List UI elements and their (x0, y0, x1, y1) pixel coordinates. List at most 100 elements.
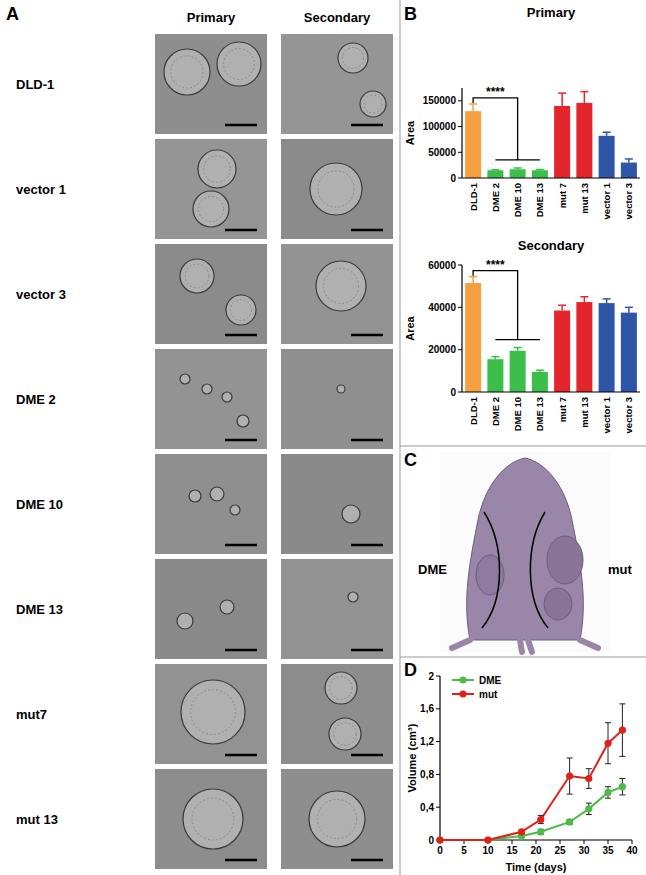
x-axis (462, 177, 640, 178)
tick-label: 2 (428, 671, 434, 682)
error-cap (603, 131, 611, 133)
micrograph-bg (155, 349, 267, 449)
tick-label: 10 (482, 845, 494, 856)
tick (608, 840, 609, 844)
category-label: mut 7 (557, 183, 568, 208)
spheroid-texture (324, 269, 359, 304)
error-stem (561, 305, 563, 310)
error-cap (625, 307, 633, 309)
error-bar (625, 307, 633, 312)
bar (487, 359, 503, 392)
marker (436, 836, 443, 843)
x-axis (462, 391, 640, 392)
error-bar (605, 787, 611, 798)
row-label: mut 13 (16, 812, 58, 827)
scale-bar (351, 649, 383, 652)
spheroid-texture (192, 798, 234, 840)
spheroid (342, 505, 360, 523)
panel-label: A (6, 4, 19, 24)
tick (584, 840, 585, 844)
row-label: DME 13 (16, 602, 63, 617)
row-label: mut7 (16, 707, 47, 722)
error-cap (538, 823, 544, 824)
scale-bar (225, 544, 257, 547)
micrograph-bg (281, 349, 393, 449)
error-bar (603, 132, 611, 136)
mouse-legs (452, 640, 598, 652)
micrograph (281, 139, 393, 239)
chart-title: Primary (527, 5, 576, 20)
bracket-line (473, 98, 518, 160)
axis-label: Area (404, 315, 416, 340)
legend-marker (459, 676, 466, 683)
error-cap (538, 815, 544, 816)
significance-bracket (473, 98, 540, 160)
legend: DMEmut (452, 675, 502, 700)
row-label: vector 3 (16, 287, 66, 302)
marker (484, 836, 491, 843)
chart-title: Secondary (518, 238, 585, 253)
panel-border (400, 0, 401, 875)
category-label: vector 3 (623, 183, 634, 219)
micrograph (155, 349, 267, 449)
micrograph-bg (281, 139, 393, 239)
tick (436, 676, 440, 677)
category-label: mut 13 (579, 183, 590, 214)
error-cap (586, 803, 592, 804)
spheroid (329, 718, 361, 750)
tick-label: 15 (506, 845, 518, 856)
bar (599, 136, 615, 178)
error-cap (605, 786, 611, 787)
plot-area (436, 704, 626, 844)
panel-label: D (404, 660, 417, 680)
tick-label: 25 (554, 845, 566, 856)
micrograph (281, 349, 393, 449)
error-stem (561, 93, 563, 106)
tick-label: 40 (626, 845, 638, 856)
scale-bar (351, 439, 383, 442)
error-cap (567, 794, 573, 795)
micrograph-bg (155, 664, 267, 764)
error-bar (625, 159, 633, 163)
error-cap (605, 798, 611, 799)
micrograph (155, 139, 267, 239)
error-cap (567, 758, 573, 759)
spheroid-texture (171, 56, 203, 88)
error-bar (605, 723, 611, 764)
micrograph-bg (155, 139, 267, 239)
tumour (547, 536, 583, 584)
tick (458, 392, 462, 393)
marker (619, 783, 626, 790)
error-stem (584, 92, 586, 103)
marker (537, 828, 544, 835)
micrograph-bg (155, 244, 267, 344)
scale-bar (225, 124, 257, 127)
micrograph (281, 664, 393, 764)
tick (458, 307, 462, 308)
spheroid (222, 392, 232, 402)
micrograph (281, 559, 393, 659)
spheroid (338, 43, 368, 73)
annotation: **** (486, 85, 505, 99)
spheroid (193, 191, 229, 227)
scale-bar (225, 229, 257, 232)
micrograph-bg (281, 769, 393, 869)
panel-border (400, 446, 646, 447)
error-stem (472, 104, 474, 111)
micrograph (155, 34, 267, 134)
bar (599, 303, 615, 392)
category-label: DME 13 (534, 183, 545, 217)
tick-label: 150000 (423, 95, 457, 106)
error-cap (619, 778, 625, 779)
micrograph (155, 244, 267, 344)
spheroid (183, 789, 243, 849)
legend-marker (459, 690, 466, 697)
tick-label: 0 (437, 845, 443, 856)
error-stem (472, 277, 474, 283)
tick-label: 35 (602, 845, 614, 856)
y-axis (461, 265, 462, 392)
micrograph (281, 454, 393, 554)
spheroid (177, 613, 193, 629)
error-bar (491, 169, 499, 171)
spheroid (202, 384, 212, 394)
